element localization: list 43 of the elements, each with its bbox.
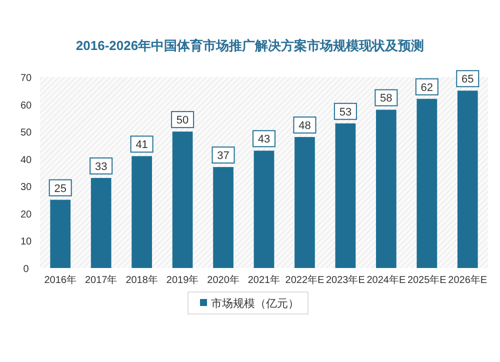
data-label: 37 — [217, 150, 230, 162]
y-tick-label: 30 — [20, 182, 32, 194]
chart-title: 2016-2026年中国体育市场推广解决方案市场规模现状及预测 — [76, 38, 424, 53]
x-tick-label: 2021年 — [248, 274, 280, 286]
x-tick-label: 2026年E — [448, 274, 488, 286]
bar — [294, 137, 315, 268]
y-tick-label: 20 — [20, 209, 32, 220]
bar — [132, 156, 152, 268]
y-tick-label: 40 — [20, 154, 32, 166]
data-label: 62 — [420, 82, 434, 94]
bar — [90, 178, 112, 268]
data-label: 25 — [54, 182, 66, 195]
bar — [213, 167, 234, 268]
y-tick-label: 50 — [20, 128, 32, 139]
data-label: 53 — [339, 106, 352, 118]
x-tick-label: 2023年E — [326, 274, 366, 286]
bar — [335, 123, 356, 268]
x-tick-label: 2017年 — [84, 274, 118, 286]
x-tick-label: 2020年 — [207, 274, 240, 286]
x-tick-label: 2024年E — [366, 274, 406, 286]
data-label: 65 — [462, 74, 474, 86]
y-tick-label: 0 — [23, 264, 30, 275]
x-tick-label: 2022年E — [285, 274, 325, 286]
bar — [376, 110, 396, 268]
bar — [416, 98, 438, 268]
y-tick-label: 70 — [20, 73, 32, 84]
x-tick-label: 2016年 — [44, 274, 76, 286]
y-tick-label: 60 — [20, 100, 32, 112]
data-label: 43 — [258, 134, 270, 146]
bar — [50, 200, 71, 268]
data-label: 33 — [94, 160, 108, 173]
legend-label: 市场规模（亿元） — [211, 297, 299, 310]
y-tick-label: 10 — [20, 236, 32, 248]
data-label: 50 — [176, 114, 189, 127]
data-label: 41 — [136, 139, 148, 152]
bar — [457, 90, 478, 268]
bar — [254, 150, 274, 268]
data-label: 58 — [380, 92, 392, 105]
x-tick-label: 2025年E — [407, 274, 447, 286]
x-tick-label: 2019年 — [166, 274, 199, 286]
bar — [172, 132, 193, 268]
data-label: 48 — [298, 120, 311, 132]
x-tick-label: 2018年 — [126, 274, 158, 286]
